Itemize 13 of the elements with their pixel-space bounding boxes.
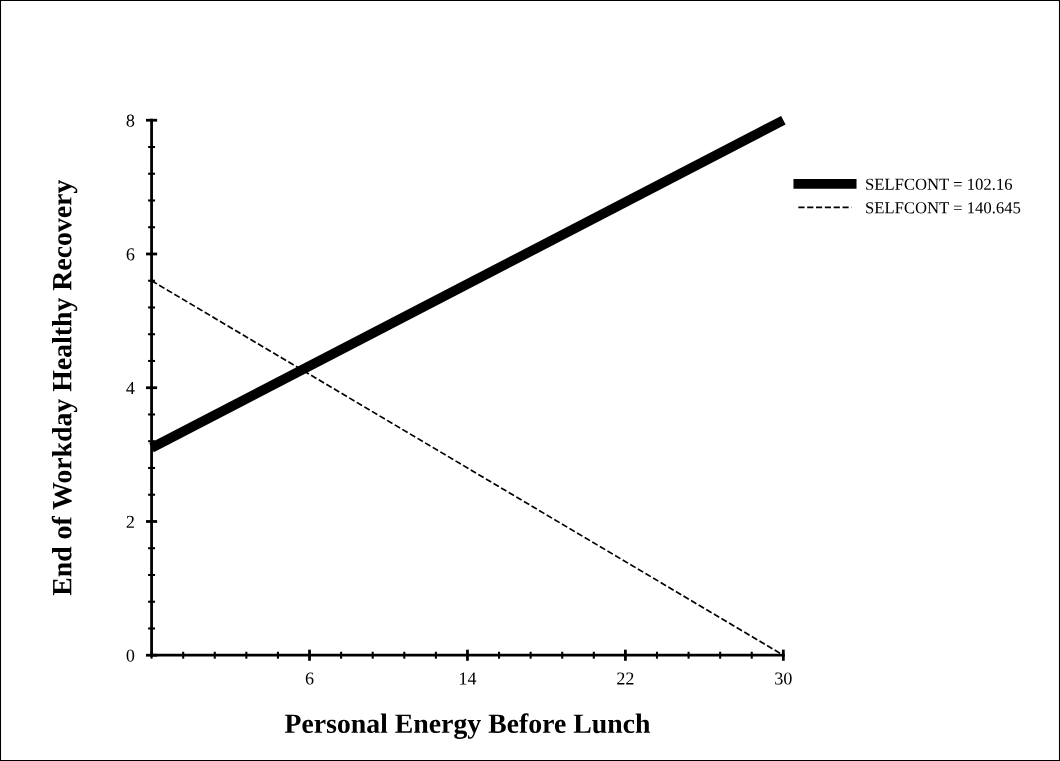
x-tick-label: 30	[775, 672, 792, 685]
x-tick-label: 22	[617, 672, 634, 685]
legend-label: SELFCONT = 140.645	[866, 202, 1021, 214]
y-tick-label: 0	[126, 649, 135, 662]
x-tick-label: 14	[460, 672, 477, 685]
y-tick-label: 4	[126, 382, 135, 394]
x-tick-label: 6	[305, 672, 314, 685]
legend-label: SELFCONT = 102.16	[866, 178, 1013, 190]
y-tick-label: 2	[126, 515, 134, 528]
y-axis-title: End of Workday Healthy Recovery	[51, 179, 78, 596]
y-tick-label: 6	[126, 248, 135, 261]
x-axis-title: Personal Energy Before Lunch	[284, 713, 651, 739]
y-tick-label: 8	[126, 114, 135, 127]
